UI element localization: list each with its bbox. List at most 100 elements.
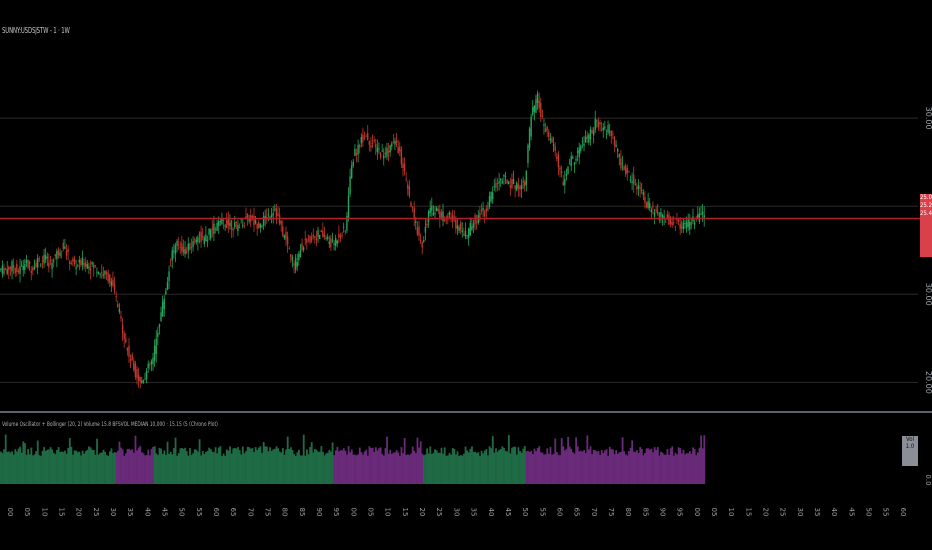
candle-body — [177, 244, 180, 246]
candle-body — [378, 148, 380, 150]
candle-body — [600, 129, 603, 131]
volume-bar — [9, 452, 12, 484]
volume-bar — [607, 455, 610, 484]
candle-body — [270, 214, 273, 218]
volume-bar — [288, 449, 291, 484]
volume-bar — [487, 455, 489, 484]
candle-body — [626, 168, 628, 174]
candle-body — [184, 249, 186, 255]
candle-body — [206, 239, 209, 242]
volume-bar — [666, 449, 669, 484]
volume-bar — [703, 435, 706, 484]
candle-body — [242, 224, 244, 227]
candle-body — [671, 222, 673, 226]
volume-bar — [674, 452, 677, 484]
volume-bar — [475, 453, 478, 484]
volume-bar — [528, 451, 531, 484]
candle-body — [397, 147, 399, 154]
volume-bar — [392, 452, 395, 484]
volume-bar — [57, 447, 60, 484]
candle-body — [367, 133, 369, 140]
candle-body — [589, 129, 592, 140]
volume-bar — [541, 452, 544, 484]
volume-bar — [113, 452, 116, 484]
candle-body — [580, 145, 582, 151]
price-axis-label: 20.00 — [924, 371, 932, 394]
candle-body — [44, 255, 47, 260]
candle-body — [639, 187, 641, 190]
candle-body — [676, 219, 678, 221]
candle-body — [543, 124, 545, 126]
volume-bar — [123, 455, 126, 484]
candle-body — [375, 144, 377, 148]
candle-body — [448, 211, 451, 215]
volume-bar — [81, 450, 84, 484]
volume-bar — [142, 453, 145, 484]
candle-body — [120, 316, 122, 319]
candle-body — [641, 190, 643, 191]
volume-bar — [578, 451, 581, 484]
candle-body — [288, 248, 290, 250]
volume-bar — [155, 453, 158, 484]
candle-body — [109, 274, 111, 283]
volume-bar — [400, 447, 403, 484]
candle-body — [203, 237, 205, 244]
candle-body — [101, 272, 103, 274]
volume-bar — [395, 450, 398, 484]
candle-body — [552, 144, 555, 146]
candle-body — [684, 223, 686, 224]
time-axis-label: 45 — [504, 508, 512, 517]
candle-body — [291, 257, 294, 261]
candle-body — [501, 181, 504, 184]
candle-body — [312, 234, 314, 237]
volume-bar — [644, 452, 646, 484]
volume-bar — [68, 438, 71, 484]
candle-body — [624, 165, 627, 175]
candle-body — [575, 158, 577, 161]
volume-bar — [108, 451, 111, 484]
volume-bar — [358, 447, 361, 484]
candle-body — [218, 221, 220, 226]
candle-body — [261, 225, 263, 227]
candle-body — [158, 324, 161, 328]
volume-bar — [355, 455, 358, 484]
volume-bar — [206, 450, 209, 484]
volume-bar — [506, 451, 509, 484]
volume-bar — [628, 450, 630, 484]
volume-bar — [92, 450, 95, 484]
candle-body — [43, 254, 45, 264]
candle-body — [157, 332, 159, 338]
candle-body — [72, 259, 74, 262]
candle-body — [636, 186, 638, 190]
candle-body — [294, 257, 297, 270]
volume-bar — [72, 454, 74, 484]
volume-bar — [91, 449, 94, 484]
candle-body — [60, 251, 63, 253]
candle-body — [333, 243, 335, 246]
volume-bar — [599, 454, 602, 484]
volume-bar — [634, 451, 637, 484]
candle-body — [141, 380, 143, 383]
candle-body — [623, 166, 625, 170]
candle-body — [564, 179, 566, 185]
candle-body — [97, 272, 100, 274]
volume-bar — [280, 452, 283, 484]
time-axis-label: 00 — [6, 508, 14, 517]
candle-body — [243, 222, 246, 224]
volume-bar — [304, 455, 307, 484]
volume-bar — [594, 450, 597, 484]
candle-body — [285, 231, 287, 240]
volume-bar — [211, 451, 214, 484]
volume-bar — [217, 447, 220, 484]
candle-body — [36, 258, 39, 268]
volume-bar — [397, 452, 400, 484]
volume-bar — [112, 452, 114, 484]
volume-bar — [301, 455, 304, 484]
candle-body — [322, 230, 324, 238]
volume-bar — [254, 447, 257, 484]
volume-bar — [370, 448, 372, 484]
candle-body — [41, 260, 44, 262]
indicator-label: Volume Oscillator + Bollinger (20, 2) Vo… — [2, 420, 218, 428]
time-axis-label: 20 — [761, 508, 769, 517]
candle-body — [230, 220, 233, 230]
